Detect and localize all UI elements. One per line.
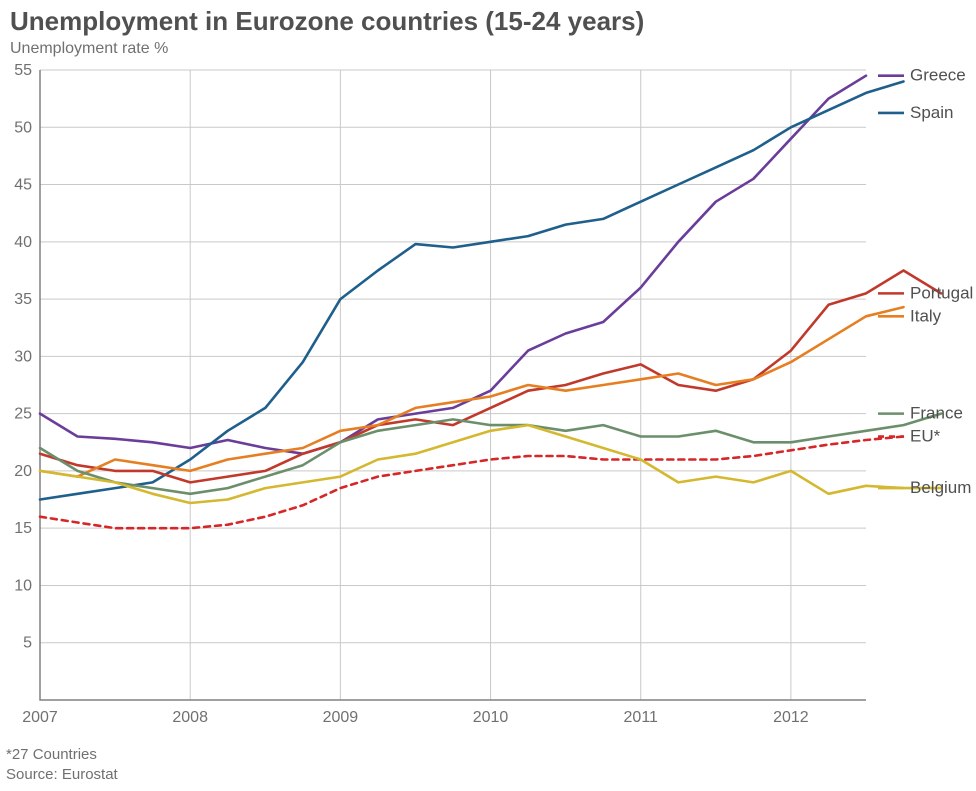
legend-label: Italy xyxy=(910,306,942,325)
y-tick-label: 40 xyxy=(14,234,32,251)
x-tick-label: 2008 xyxy=(172,709,208,726)
y-tick-label: 5 xyxy=(23,635,32,652)
chart-svg: 5 10 15 20 25 30 35 40 45 50 55 2007 2008 2009 2010 201… xyxy=(0,0,976,740)
legend-label: EU* xyxy=(910,427,941,446)
y-tick-label: 25 xyxy=(14,406,32,423)
grid xyxy=(40,70,866,700)
legend-label: France xyxy=(910,404,963,423)
x-tick-label: 2007 xyxy=(22,709,58,726)
x-tick-label: 2010 xyxy=(473,709,509,726)
chart-source: Source: Eurostat xyxy=(6,766,118,783)
y-tick-label: 30 xyxy=(14,348,32,365)
legend-label: Portugal xyxy=(910,283,973,302)
x-tick-label: 2011 xyxy=(624,709,659,726)
series-eu- xyxy=(40,437,904,529)
x-tick-label: 2012 xyxy=(773,709,809,726)
chart-title: Unemployment in Eurozone countries (15-2… xyxy=(10,6,644,37)
legend-label: Greece xyxy=(910,66,966,85)
y-tick-label: 45 xyxy=(14,177,32,194)
y-tick-label: 50 xyxy=(14,119,32,136)
y-tick-label: 10 xyxy=(14,577,32,594)
y-tick-label: 15 xyxy=(14,520,32,537)
chart-subtitle: Unemployment rate % xyxy=(10,40,168,58)
axis-border xyxy=(40,70,866,700)
series-italy xyxy=(40,307,904,477)
chart-footnote: *27 Countries xyxy=(6,746,97,763)
y-tick-label: 20 xyxy=(14,463,32,480)
legend-label: Belgium xyxy=(910,478,971,497)
chart-container: Unemployment in Eurozone countries (15-2… xyxy=(0,0,976,791)
series-greece xyxy=(40,76,866,454)
legend-label: Spain xyxy=(910,103,953,122)
y-tick-label: 35 xyxy=(14,291,32,308)
y-tick-label: 55 xyxy=(14,62,32,79)
x-tick-label: 2009 xyxy=(323,709,359,726)
